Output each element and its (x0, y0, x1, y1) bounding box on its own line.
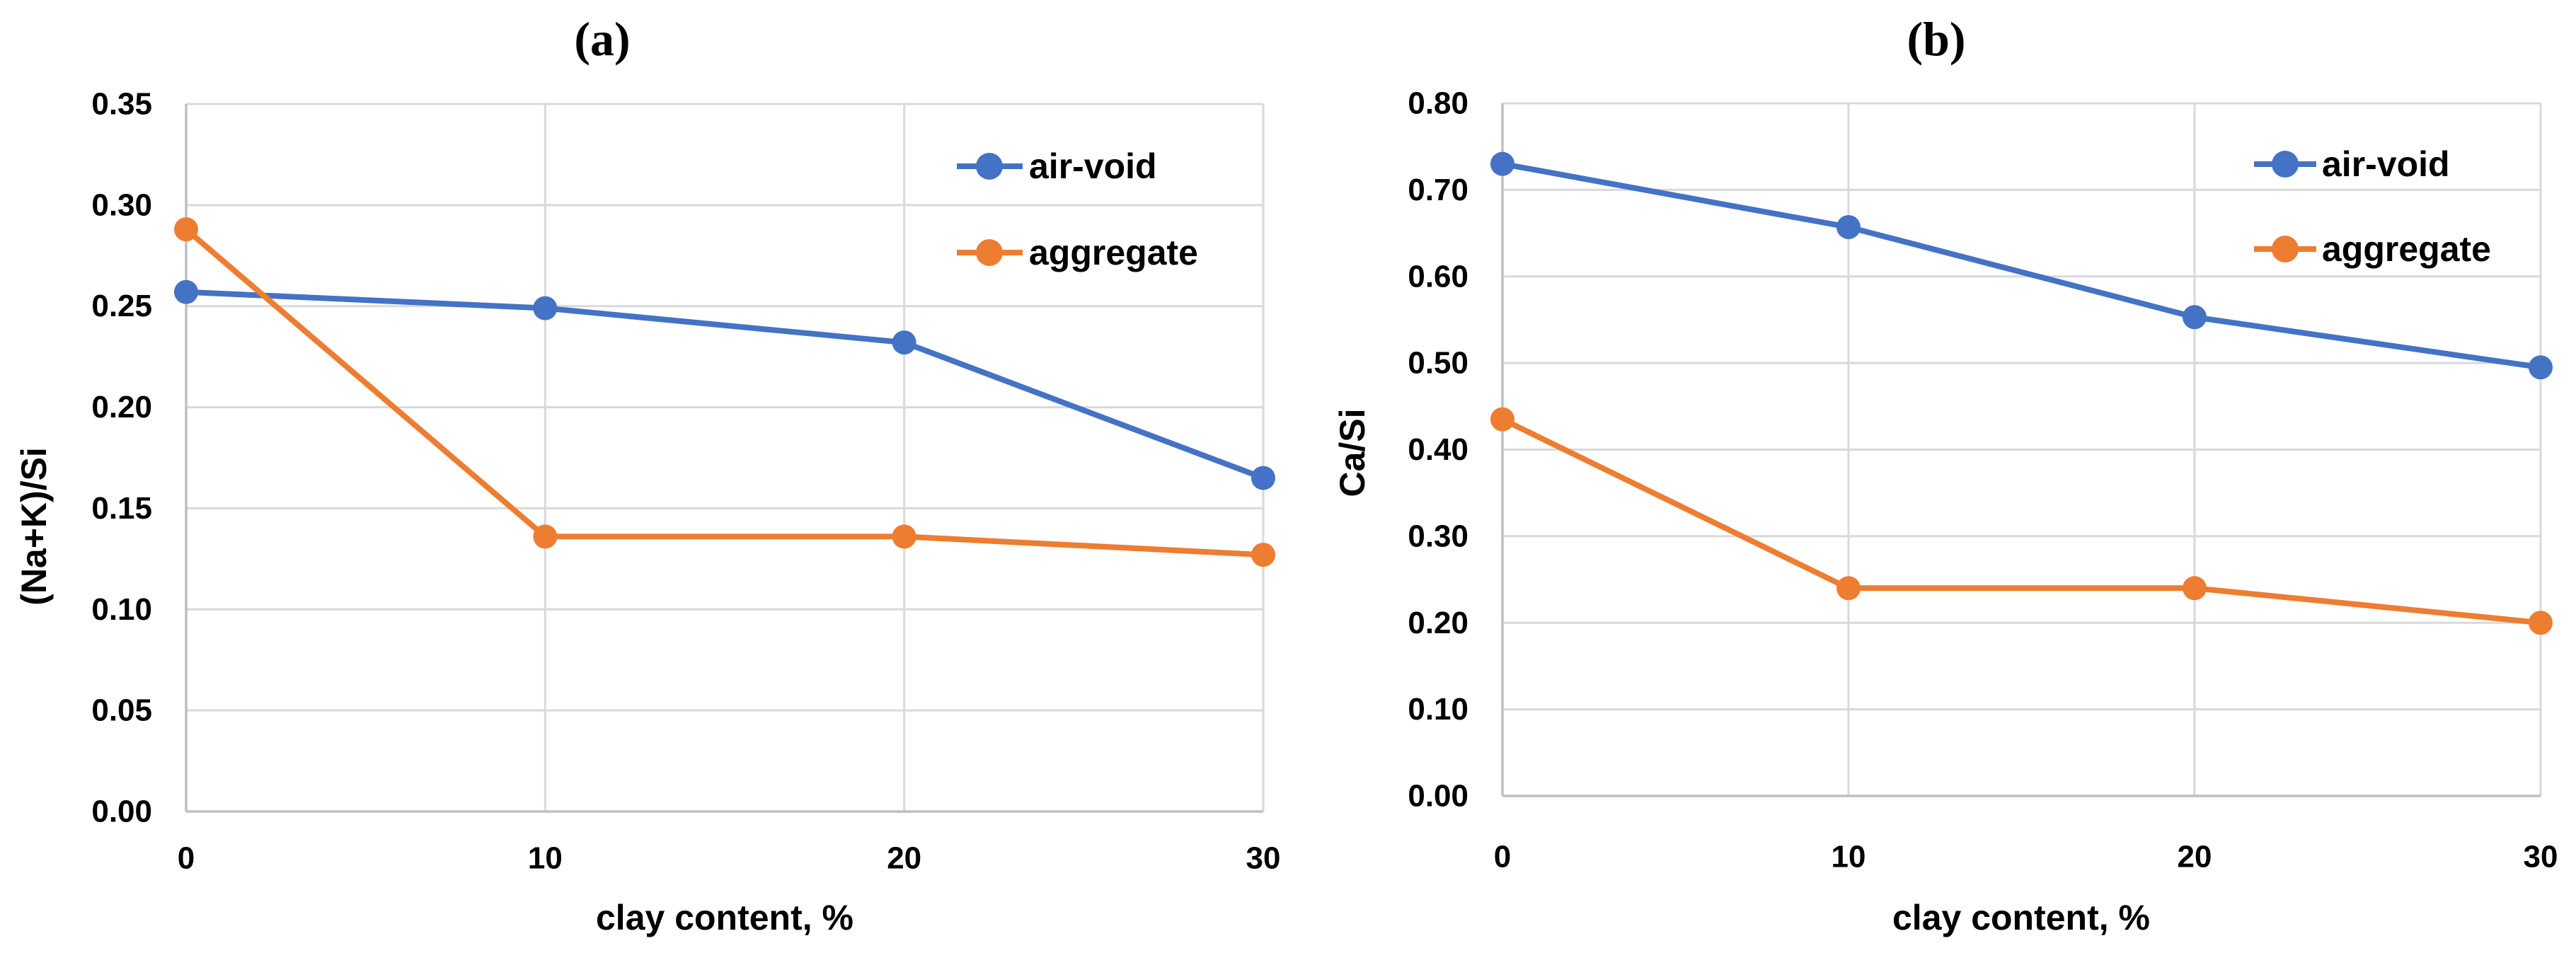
data-point-marker (1836, 576, 1861, 601)
x-tick-label: 10 (1832, 840, 1866, 874)
y-tick-label: 0.80 (1408, 86, 1468, 121)
panel-a: 0.00 0.05 0.10 0.15 0.20 0.25 0.30 0.35 0 10 20 30 a… (14, 12, 1280, 937)
x-tick-label: 0 (178, 841, 195, 876)
y-tick-label: 0.20 (91, 390, 152, 424)
y-tick-label: 0.00 (1408, 779, 1468, 814)
data-point-marker (533, 524, 558, 549)
y-tick-label: 0.10 (91, 592, 152, 627)
legend-label: air-void (1029, 146, 1157, 186)
legend-marker (976, 239, 1003, 266)
x-tick-label: 20 (887, 841, 921, 876)
legend-marker (2272, 236, 2299, 262)
legend: air-void aggregate (2254, 144, 2491, 269)
series-air-void (1490, 151, 2553, 380)
legend-item-aggregate: aggregate (2254, 229, 2491, 269)
y-tick-label: 0.10 (1408, 692, 1468, 727)
data-point-marker (2529, 355, 2553, 380)
y-tick-label: 0.05 (91, 693, 152, 728)
data-point-marker (892, 330, 916, 355)
data-point-marker (533, 296, 558, 320)
y-tick-label: 0.40 (1408, 432, 1468, 467)
legend-label: air-void (2322, 144, 2450, 184)
panel-b: 0.00 0.10 0.20 0.30 0.40 0.50 0.60 0.70 0.80 0 10 2… (1333, 12, 2558, 937)
panel-title: (b) (1907, 12, 1965, 66)
y-axis-title: (Na+K)/Si (14, 447, 54, 606)
series-line (1500, 416, 2543, 626)
x-tick-label: 30 (1246, 841, 1281, 876)
data-point-marker (1490, 151, 1514, 176)
data-point-marker (892, 524, 916, 549)
series-line (183, 226, 1266, 558)
x-tick-label: 20 (2178, 840, 2212, 874)
data-point-marker (1251, 543, 1275, 567)
legend: air-void aggregate (957, 146, 1198, 272)
legend-label: aggregate (1029, 233, 1198, 272)
data-point-marker (1836, 214, 1861, 239)
y-tick-label: 0.60 (1408, 259, 1468, 294)
legend-label: aggregate (2322, 229, 2491, 269)
legend-marker (2272, 151, 2299, 178)
y-axis-title: Ca/Si (1333, 408, 1372, 497)
legend-marker (976, 153, 1003, 180)
data-point-marker (174, 279, 198, 304)
legend-item-air-void: air-void (2254, 144, 2450, 184)
y-tick-label: 0.30 (1408, 519, 1468, 553)
series-aggregate (1490, 407, 2553, 635)
series-line (183, 289, 1266, 481)
x-axis-title: clay content, % (1892, 898, 2150, 937)
series-line (1500, 161, 2543, 371)
x-axis-title: clay content, % (596, 898, 853, 937)
x-tick-label: 0 (1494, 840, 1511, 874)
x-tick-label: 30 (2524, 840, 2558, 874)
data-point-marker (2529, 611, 2553, 635)
legend-item-air-void: air-void (957, 146, 1157, 186)
panel-title: (a) (574, 12, 630, 66)
series-air-void (174, 279, 1275, 490)
data-point-marker (174, 217, 198, 242)
x-tick-label: 10 (528, 841, 563, 876)
y-tick-label: 0.50 (1408, 346, 1468, 381)
y-tick-label: 0.15 (91, 491, 152, 526)
y-tick-label: 0.35 (91, 87, 152, 122)
legend-item-aggregate: aggregate (957, 233, 1198, 272)
data-point-marker (1251, 466, 1275, 490)
y-tick-label: 0.25 (91, 289, 152, 323)
y-tick-label: 0.00 (91, 795, 152, 829)
y-tick-label: 0.20 (1408, 606, 1468, 640)
series-aggregate (174, 217, 1275, 567)
y-tick-label: 0.30 (91, 187, 152, 222)
data-point-marker (2183, 576, 2207, 601)
y-tick-label: 0.70 (1408, 173, 1468, 207)
data-point-marker (2183, 305, 2207, 330)
data-point-marker (1490, 407, 1514, 432)
